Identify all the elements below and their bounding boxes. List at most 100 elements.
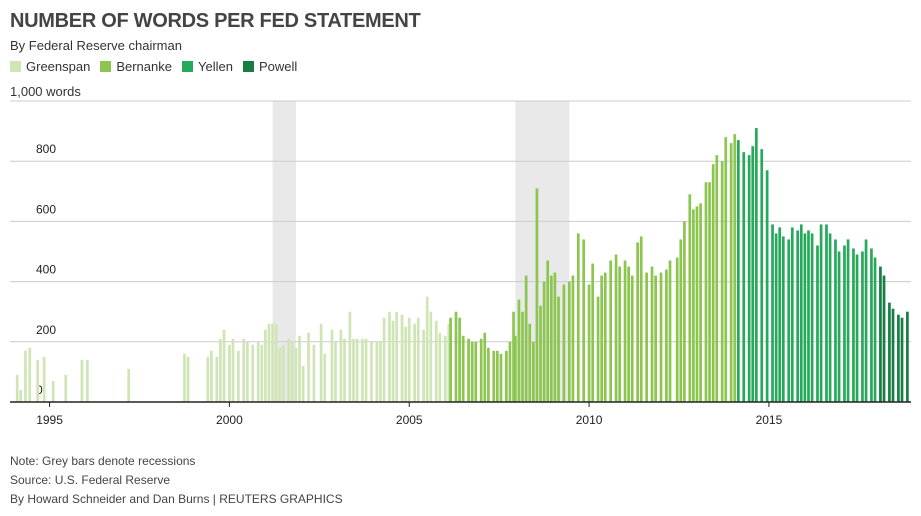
- bar-yellen: [843, 245, 846, 402]
- legend-label-yellen: Yellen: [197, 59, 233, 74]
- bar-bernanke: [600, 275, 604, 402]
- bar-yellen: [754, 128, 758, 402]
- bar-bernanke: [576, 233, 580, 402]
- bar-greenspan: [447, 323, 451, 402]
- bar-bernanke: [729, 143, 733, 402]
- bar-yellen: [737, 140, 740, 402]
- bar-greenspan: [28, 347, 32, 402]
- bar-yellen: [778, 227, 782, 402]
- bar-bernanke: [675, 257, 679, 402]
- bar-greenspan: [282, 344, 285, 402]
- bar-greenspan: [388, 311, 391, 402]
- bar-yellen: [799, 224, 803, 402]
- bar-yellen: [852, 248, 855, 402]
- bar-powell: [906, 311, 909, 402]
- bar-greenspan: [312, 344, 316, 402]
- bar-bernanke: [695, 206, 699, 402]
- bar-bernanke: [688, 194, 692, 402]
- chart-legend: Greenspan Bernanke Yellen Powell: [10, 59, 297, 74]
- bar-greenspan: [246, 341, 249, 402]
- bar-greenspan: [330, 329, 334, 402]
- bar-greenspan: [186, 356, 190, 402]
- bar-greenspan: [382, 317, 386, 402]
- note-recessions: Note: Grey bars denote recessions: [10, 454, 196, 468]
- bar-bernanke: [699, 203, 702, 402]
- bar-bernanke: [733, 134, 737, 403]
- bar-bernanke: [521, 311, 524, 402]
- y-tick-label-400: 400: [36, 263, 56, 277]
- bar-powell: [897, 314, 900, 402]
- bar-greenspan: [42, 356, 46, 402]
- bar-greenspan: [290, 341, 294, 402]
- x-tick-label-2015: 2015: [756, 413, 783, 427]
- bar-greenspan: [355, 338, 359, 402]
- bar-bernanke: [517, 299, 521, 402]
- bar-bernanke: [496, 350, 499, 402]
- bar-greenspan: [294, 347, 298, 402]
- bar-yellen: [810, 233, 814, 402]
- chart-title: NUMBER OF WORDS PER FED STATEMENT: [10, 10, 421, 32]
- legend-item-greenspan: Greenspan: [10, 59, 90, 74]
- bar-bernanke: [618, 266, 622, 402]
- bar-greenspan: [206, 356, 210, 402]
- bar-greenspan: [19, 389, 23, 402]
- bar-yellen: [837, 251, 841, 402]
- bar-greenspan: [364, 338, 368, 402]
- bar-bernanke: [636, 242, 639, 402]
- bar-yellen: [771, 224, 774, 402]
- bar-greenspan: [379, 341, 382, 402]
- bar-greenspan: [219, 338, 222, 402]
- bar-greenspan: [85, 359, 89, 402]
- bar-greenspan: [271, 323, 274, 402]
- bar-greenspan: [222, 329, 226, 402]
- bar-greenspan: [251, 344, 255, 402]
- bar-bernanke: [539, 305, 542, 402]
- y-tick-label-600: 600: [36, 202, 56, 216]
- bar-bernanke: [514, 335, 517, 402]
- bar-greenspan: [237, 350, 240, 402]
- bar-greenspan: [370, 341, 373, 402]
- x-tick-label-2000: 2000: [216, 413, 243, 427]
- bar-greenspan: [425, 296, 429, 402]
- y-axis-unit-label: 1,000 words: [10, 84, 81, 99]
- bar-bernanke: [449, 317, 452, 402]
- bar-bernanke: [627, 266, 631, 402]
- y-tick-label-0: 0: [36, 383, 43, 397]
- bar-greenspan: [264, 329, 267, 402]
- bar-yellen: [807, 230, 810, 402]
- bar-greenspan: [443, 335, 447, 402]
- bar-bernanke: [454, 311, 458, 402]
- bar-bernanke: [546, 260, 550, 402]
- bar-greenspan: [323, 353, 327, 402]
- x-tick-label-2010: 2010: [576, 413, 603, 427]
- legend-swatch-bernanke: [100, 61, 112, 72]
- bar-greenspan: [210, 350, 213, 402]
- bar-bernanke: [499, 353, 503, 402]
- bar-greenspan: [15, 374, 19, 402]
- bar-bernanke: [623, 260, 627, 402]
- bar-bernanke: [692, 209, 695, 402]
- bar-bernanke: [645, 272, 648, 402]
- bar-bernanke: [654, 275, 657, 402]
- legend-label-bernanke: Bernanke: [116, 59, 172, 74]
- legend-item-powell: Powell: [242, 59, 297, 74]
- bar-greenspan: [127, 368, 131, 402]
- bar-powell: [888, 302, 891, 402]
- chart-notes: Note: Grey bars denote recessions Source…: [10, 452, 343, 509]
- bar-greenspan: [51, 380, 55, 402]
- bar-greenspan: [64, 374, 68, 402]
- bar-bernanke: [461, 335, 465, 402]
- y-tick-label-200: 200: [36, 323, 56, 337]
- legend-swatch-greenspan: [10, 61, 21, 72]
- bar-yellen: [828, 233, 832, 402]
- bar-yellen: [747, 155, 751, 402]
- bar-greenspan: [348, 311, 352, 402]
- bar-bernanke: [711, 164, 715, 402]
- bar-bernanke: [609, 260, 613, 402]
- bar-greenspan: [413, 323, 416, 402]
- bar-yellen: [760, 149, 764, 402]
- bar-bernanke: [704, 182, 708, 402]
- recession-band-0: [272, 101, 296, 402]
- bar-yellen: [855, 254, 859, 402]
- bar-bernanke: [505, 350, 508, 402]
